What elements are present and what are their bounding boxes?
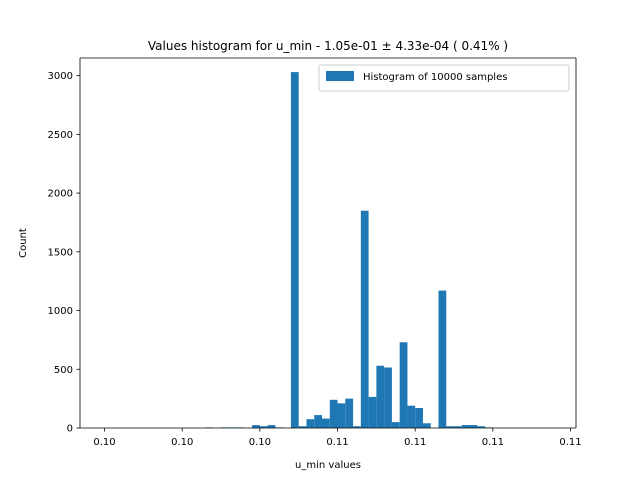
x-tick-label: 0.10 — [249, 437, 271, 448]
histogram-bar — [454, 426, 462, 428]
histogram-bar — [298, 426, 307, 428]
y-tick-label: 0 — [67, 424, 73, 435]
histogram-bar — [252, 425, 260, 428]
y-axis-label: Count — [18, 228, 29, 258]
y-tick-label: 3000 — [48, 71, 73, 82]
histogram-bar — [384, 367, 392, 428]
legend: Histogram of 10000 samples — [318, 64, 570, 92]
histogram-bar — [461, 425, 470, 428]
histogram-bar — [407, 405, 416, 428]
x-tick-label: 0.10 — [93, 437, 115, 448]
histogram-bar — [345, 398, 354, 428]
histogram-bar — [438, 290, 447, 428]
x-tick-label: 0.11 — [559, 437, 581, 448]
histogram-bar — [391, 422, 400, 428]
histogram-bar — [399, 342, 408, 428]
y-tick-label: 2500 — [48, 130, 73, 141]
legend-label: Histogram of 10000 samples — [363, 72, 507, 83]
x-axis-label: u_min values — [295, 460, 361, 471]
y-tick-label: 500 — [54, 365, 73, 376]
y-tick-label: 1000 — [48, 306, 73, 317]
histogram-bar — [337, 403, 346, 428]
legend-box — [318, 64, 570, 92]
y-tick-label: 2000 — [48, 189, 73, 200]
histogram-bar — [477, 426, 486, 428]
chart-title: Values histogram for u_min - 1.05e-01 ± … — [148, 39, 508, 53]
histogram-bar — [306, 419, 315, 428]
x-tick-label: 0.11 — [482, 437, 504, 448]
y-ticks-group: 0 500 1000 1500 2000 2500 3000 — [48, 71, 80, 435]
histogram-bar — [314, 415, 322, 428]
bars-group — [205, 72, 493, 428]
histogram-bar — [322, 418, 330, 428]
histogram-bar — [259, 426, 268, 428]
x-tick-label: 0.11 — [404, 437, 426, 448]
x-ticks-group: 0.10 0.10 0.10 0.11 0.11 0.11 0.11 — [93, 428, 582, 448]
histogram-bar — [376, 365, 385, 428]
legend-swatch — [326, 71, 354, 81]
x-tick-label: 0.10 — [171, 437, 193, 448]
histogram-bar — [415, 408, 423, 428]
histogram-bar — [446, 426, 455, 428]
histogram-bar — [469, 425, 478, 428]
histogram-bar — [422, 423, 431, 428]
histogram-bar — [360, 210, 369, 428]
plot-area — [80, 58, 576, 428]
histogram-bar — [368, 396, 377, 428]
y-tick-label: 1500 — [48, 247, 73, 258]
histogram-bar — [353, 426, 361, 428]
histogram-bar — [267, 425, 276, 428]
histogram-bar — [290, 72, 299, 428]
histogram-bar — [329, 399, 338, 428]
x-tick-label: 0.11 — [326, 437, 348, 448]
